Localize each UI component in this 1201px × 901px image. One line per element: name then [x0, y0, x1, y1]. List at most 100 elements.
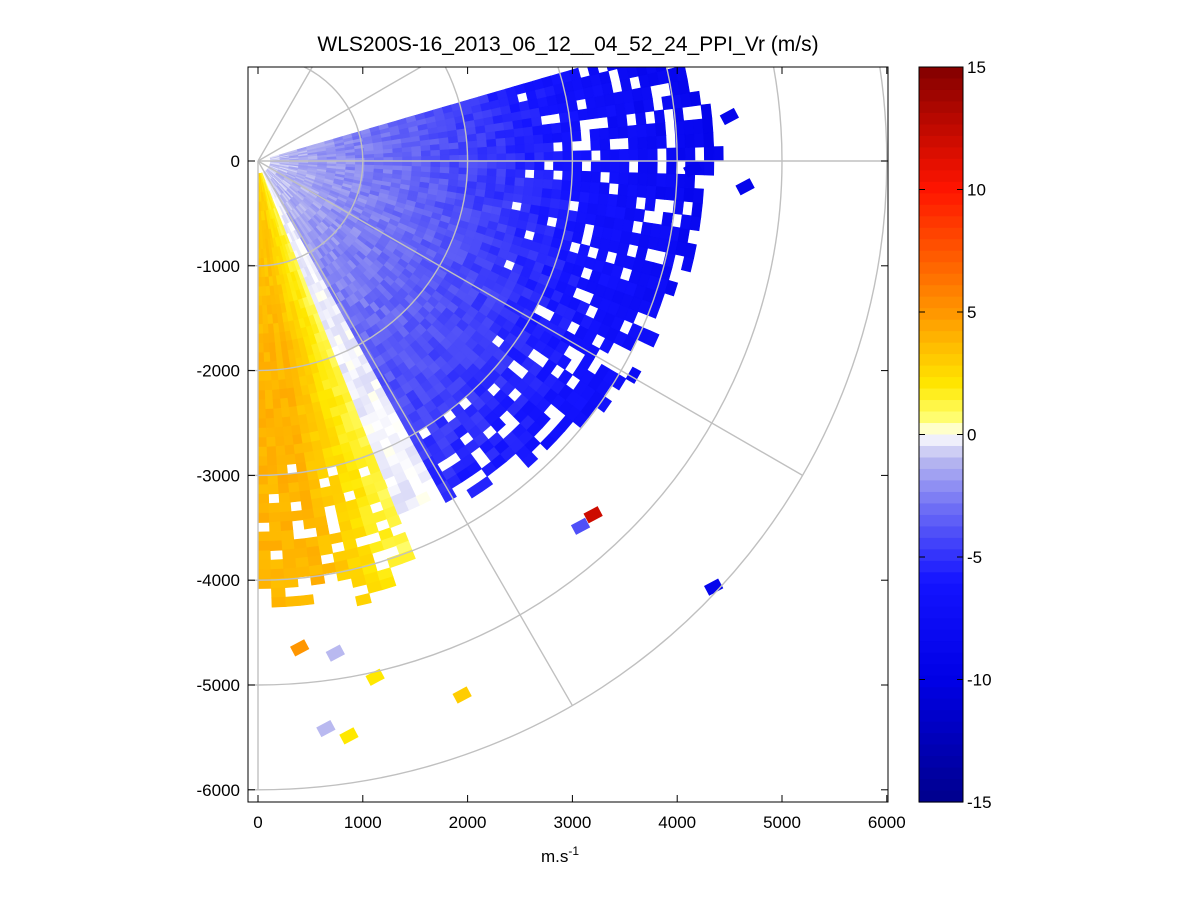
velocity-cell [477, 153, 488, 162]
velocity-cell [504, 128, 516, 138]
velocity-cell [504, 176, 516, 186]
velocity-cell [700, 103, 713, 120]
velocity-cell [586, 202, 599, 215]
colorbar-swatch [919, 423, 963, 436]
plot-frame [247, 66, 889, 803]
velocity-cell [467, 167, 479, 176]
velocity-cell [493, 190, 505, 201]
velocity-cell [561, 131, 573, 143]
velocity-cell [689, 215, 702, 232]
velocity-cell [542, 132, 554, 144]
colorbar-swatch [919, 342, 963, 355]
velocity-cell [502, 191, 515, 202]
velocity-cell [512, 192, 524, 204]
velocity-cell [257, 380, 266, 391]
velocity-cell [616, 67, 630, 81]
velocity-cell [504, 136, 516, 146]
velocity-cell [262, 323, 270, 335]
velocity-cell [553, 160, 564, 171]
outlier-cell [570, 517, 591, 535]
velocity-cell [415, 491, 432, 506]
colorbar-swatch [919, 89, 963, 103]
velocity-cell [468, 153, 479, 162]
velocity-cell [590, 139, 601, 151]
colorbar-swatch [919, 262, 963, 275]
colorbar-swatch [919, 319, 963, 332]
velocity-cell [589, 128, 601, 141]
velocity-cell [616, 114, 628, 128]
velocity-cell [571, 150, 583, 162]
colorbar-swatch [919, 767, 963, 780]
velocity-cell [587, 67, 600, 77]
velocity-cell [600, 149, 611, 162]
velocity-cell [485, 130, 497, 140]
velocity-cell [265, 417, 276, 429]
velocity-cell [547, 206, 560, 219]
velocity-cell [486, 175, 497, 184]
velocity-cell [534, 160, 545, 171]
velocity-cell [439, 148, 451, 156]
velocity-cell [645, 185, 657, 199]
colorbar-swatch [919, 124, 963, 137]
velocity-cell [296, 566, 311, 578]
colorbar-swatch [919, 468, 963, 482]
velocity-cell [692, 118, 704, 134]
velocity-cell [439, 166, 451, 174]
velocity-cell [626, 124, 639, 139]
velocity-cell [626, 67, 639, 79]
velocity-cell [449, 154, 460, 162]
azimuth-spoke [257, 67, 314, 162]
velocity-cell [609, 149, 620, 162]
y-tick-label: -4000 [197, 571, 240, 590]
velocity-cell [283, 435, 295, 447]
velocity-cell [550, 122, 562, 134]
velocity-cell [401, 169, 413, 176]
velocity-cell [573, 221, 586, 235]
velocity-cell [703, 160, 715, 176]
colorbar-swatch [919, 78, 963, 91]
velocity-cell [703, 146, 715, 162]
colorbar-tick-label: 5 [967, 303, 976, 322]
velocity-cell [439, 154, 451, 162]
colorbar-swatch [919, 664, 963, 677]
velocity-cell [264, 370, 273, 382]
velocity-cell [644, 197, 656, 212]
velocity-cell [522, 125, 534, 137]
velocity-cell [467, 139, 478, 149]
velocity-cell [599, 138, 611, 151]
x-tick-label: 5000 [763, 813, 801, 832]
colorbar-swatch [919, 652, 963, 665]
velocity-cell [257, 484, 269, 495]
velocity-cell [271, 596, 287, 608]
velocity-cell [692, 188, 704, 204]
velocity-cell [355, 593, 372, 607]
velocity-cell [618, 172, 630, 185]
velocity-cell [540, 196, 552, 208]
colorbar-tick-label: 15 [967, 58, 986, 77]
velocity-cell [636, 67, 649, 77]
velocity-cell [402, 155, 413, 162]
velocity-cell [683, 187, 695, 203]
velocity-cell [298, 480, 311, 492]
outlier-cell [452, 686, 472, 704]
velocity-cell [439, 172, 450, 180]
velocity-cell [411, 170, 422, 177]
velocity-cell [598, 182, 610, 195]
outlier-cell [316, 719, 336, 738]
colorbar-swatch [919, 698, 963, 711]
outlier-cell [339, 727, 359, 745]
velocity-cell [635, 111, 647, 126]
velocity-cell [289, 491, 302, 503]
velocity-cell [633, 208, 646, 223]
velocity-cell [609, 171, 620, 185]
velocity-cell [486, 145, 498, 155]
velocity-cell [447, 178, 459, 187]
velocity-cell [627, 172, 639, 186]
colorbar-swatch [919, 641, 963, 654]
velocity-cell [318, 543, 334, 556]
velocity-cell [476, 174, 488, 183]
velocity-cell [532, 186, 544, 198]
velocity-cell [373, 164, 385, 170]
colorbar-swatch [919, 503, 963, 516]
velocity-cell [580, 180, 591, 193]
